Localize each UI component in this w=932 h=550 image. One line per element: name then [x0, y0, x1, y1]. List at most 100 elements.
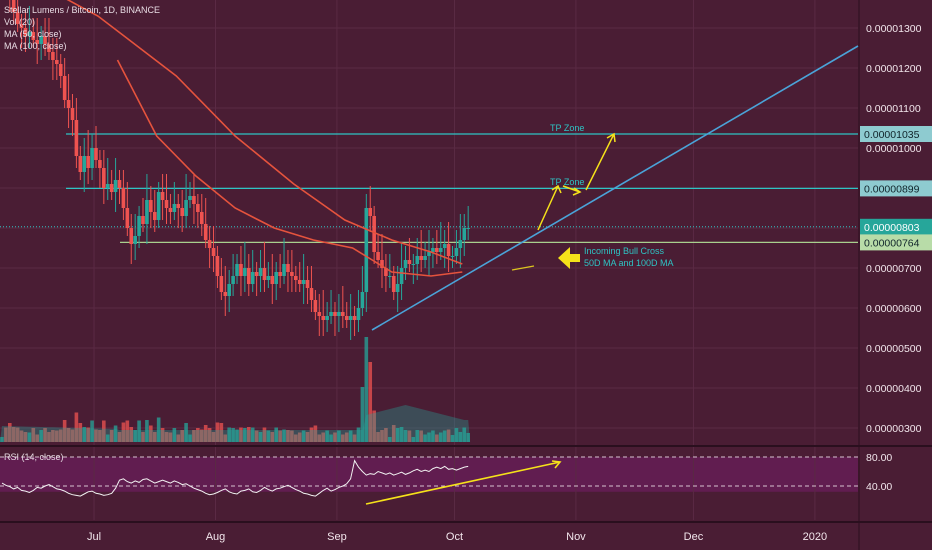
candle: [129, 228, 134, 244]
volume-bar: [35, 434, 40, 442]
volume-bar: [391, 425, 396, 442]
candle: [113, 180, 118, 192]
volume-bar: [325, 430, 329, 442]
rsi-divergence-line: [365, 461, 561, 505]
symbol-title[interactable]: Stellar Lumens / Bitcoin, 1D, BINANCE: [4, 5, 161, 15]
candle: [415, 256, 420, 264]
candle: [188, 196, 192, 200]
candle: [446, 244, 451, 256]
candle: [86, 156, 90, 168]
legend: Stellar Lumens / Bitcoin, 1D, BINANCE Vo…: [4, 4, 160, 52]
candle: [411, 264, 416, 265]
volume-bar: [11, 427, 16, 442]
candle: [321, 316, 326, 320]
candle: [211, 248, 216, 256]
candle: [466, 228, 470, 229]
candle: [243, 268, 247, 276]
candle: [196, 204, 200, 212]
volume-bar: [243, 428, 247, 442]
candle: [82, 156, 87, 172]
price-tag[interactable]: [860, 234, 932, 251]
volume-bar: [86, 427, 90, 442]
volume-bar: [395, 428, 400, 442]
candle: [450, 256, 455, 257]
candle: [388, 276, 392, 277]
candle: [11, 0, 16, 12]
candle: [286, 264, 290, 272]
volume-bar: [58, 429, 63, 442]
volume-bar: [223, 434, 228, 442]
volume-bar: [207, 428, 212, 442]
price-tag[interactable]: [860, 180, 932, 197]
volume-bar: [250, 427, 255, 442]
candle: [160, 192, 165, 200]
candle: [274, 272, 279, 284]
candle: [207, 240, 212, 248]
volume-bar: [278, 430, 282, 442]
rsi-band: [0, 457, 858, 492]
candle: [364, 208, 369, 292]
volume-bar: [266, 430, 271, 442]
volume-bar: [23, 432, 28, 442]
volume-bar: [368, 362, 373, 442]
candle: [227, 284, 231, 296]
vol-indicator-label[interactable]: Vol (20): [4, 17, 36, 27]
volume-bar: [446, 429, 451, 442]
arrow-head: [551, 184, 562, 194]
ma50-indicator-label[interactable]: MA (50, close): [4, 29, 62, 39]
candle: [105, 184, 110, 188]
volume-bar: [164, 432, 169, 442]
candle: [74, 120, 79, 156]
candle: [231, 276, 235, 284]
candle: [62, 76, 67, 100]
volume-bar: [184, 423, 188, 442]
volume-bar: [286, 430, 290, 442]
rsi-line: [1, 459, 469, 497]
volume-bar: [117, 432, 122, 442]
volume-bar: [231, 428, 235, 442]
candle: [172, 204, 177, 212]
volume-bar: [301, 430, 306, 442]
rsi-indicator-label[interactable]: RSI (14, close): [4, 452, 64, 462]
volume-bar: [7, 423, 12, 442]
volume-bar: [98, 430, 102, 442]
arrow-head: [551, 460, 562, 469]
candle: [262, 268, 267, 280]
volume-bar: [43, 428, 47, 442]
candle: [317, 312, 322, 316]
volume-bar: [329, 434, 333, 442]
candle: [250, 272, 255, 284]
candle: [391, 276, 396, 292]
volume-bar: [356, 427, 361, 442]
y-axis-tick-label: 0.00000400: [866, 383, 922, 395]
volume-bar: [149, 425, 153, 442]
y-axis-tick-label: 0.00001100: [866, 103, 921, 115]
candle: [152, 212, 157, 220]
volume-bar: [31, 428, 36, 442]
volume-bar: [137, 420, 141, 442]
volume-bar: [462, 427, 467, 442]
volume-bar: [180, 430, 184, 442]
price-tag[interactable]: [860, 126, 932, 142]
candle: [235, 264, 239, 276]
volume-bar: [66, 428, 71, 442]
candle: [203, 224, 208, 240]
volume-bar: [297, 432, 302, 442]
cross-marker: [511, 265, 535, 271]
volume-bar: [78, 423, 83, 442]
volume-bar: [105, 434, 110, 442]
volume-bar: [411, 437, 416, 442]
volume-bar: [454, 428, 459, 442]
price-tag[interactable]: [860, 218, 932, 235]
volume-bar: [176, 434, 181, 442]
candle: [270, 276, 275, 284]
volume-bar: [403, 430, 408, 442]
ma100-indicator-label[interactable]: MA (100, close): [4, 41, 67, 51]
volume-bar: [196, 428, 200, 442]
candle: [102, 168, 106, 188]
volume-bar: [313, 425, 318, 442]
rsi-axis-tick-label: 80.00: [866, 452, 892, 464]
volume-bar: [0, 437, 4, 442]
